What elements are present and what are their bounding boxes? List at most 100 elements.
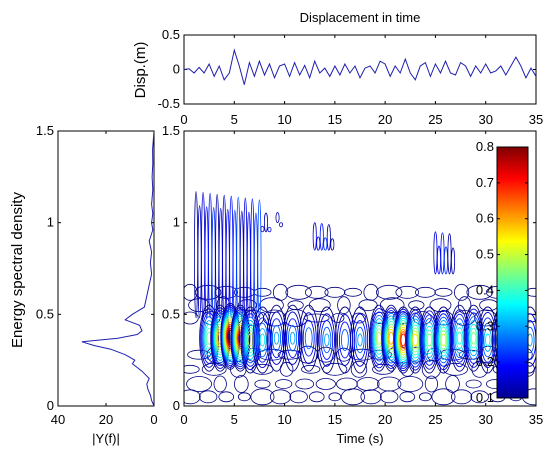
colorbar-tick-label: 0.6 [476, 211, 494, 226]
low-level-contour [315, 378, 336, 390]
low-level-contour [301, 364, 321, 374]
low-level-contour [324, 286, 346, 298]
energy-contour [438, 326, 449, 354]
energy-contour [455, 327, 464, 350]
low-level-contour [234, 375, 249, 393]
low-level-contour [308, 391, 325, 403]
low-level-contour [363, 283, 379, 301]
streak-contour [443, 246, 448, 275]
energy-contour [425, 329, 434, 351]
energy-contour [246, 330, 255, 350]
low-level-contour [188, 298, 210, 313]
energy-contour [411, 330, 419, 350]
low-level-contour [453, 283, 470, 301]
energy-contour [483, 328, 492, 352]
energy-contour [355, 326, 365, 354]
streak-contour [204, 206, 209, 319]
low-level-contour [350, 360, 368, 378]
wavelet-xtick-label: 30 [478, 412, 492, 427]
energy-contour [467, 320, 480, 357]
energy-contour [284, 311, 301, 365]
streak-contour [316, 236, 321, 251]
energy-contour [426, 333, 433, 347]
wavelet-xtick-label: 10 [277, 412, 291, 427]
low-level-contour [479, 299, 499, 312]
displacement-xtick-label: 20 [378, 112, 392, 127]
energy-contour [304, 327, 313, 350]
displacement-xtick-label: 5 [231, 112, 238, 127]
energy-contour [252, 306, 273, 374]
energy-contour [388, 331, 394, 345]
low-level-contour [328, 392, 342, 402]
energy-contour [407, 315, 423, 365]
energy-contour [357, 333, 363, 347]
colorbar-ticks: 0.1 0.2 0.3 0.4 0.5 0.6 0.7 0.8 [476, 139, 528, 405]
energy-contour [286, 318, 299, 359]
displacement-xtick-label: 30 [478, 112, 492, 127]
energy-contour [340, 329, 349, 351]
low-level-contour [250, 388, 275, 406]
colorbar-tick-label: 0.3 [476, 318, 494, 333]
energy-contour [302, 319, 315, 357]
streak-contour [330, 238, 335, 251]
low-level-contour [274, 379, 293, 389]
streak-contour [279, 222, 284, 228]
energy-contour [376, 331, 382, 345]
spectrum-ytick-label: 0 [47, 398, 54, 413]
displacement-ytick-label: 0.5 [162, 27, 180, 42]
energy-contour [463, 304, 484, 372]
streak-contour [215, 193, 220, 319]
energy-contour [288, 324, 298, 352]
streak-contour [239, 210, 244, 319]
energy-contour [318, 313, 335, 367]
low-level-contour [289, 390, 308, 404]
energy-contour [479, 311, 497, 369]
low-level-contour [331, 313, 345, 323]
streak-contour [326, 224, 331, 251]
energy-contour [353, 320, 367, 360]
streak-contour [319, 223, 324, 251]
spectrum-xtick-label: 20 [99, 412, 113, 427]
energy-contour [438, 323, 449, 357]
displacement-xtick-label: 35 [529, 112, 543, 127]
wavelet-xtick-label: 5 [231, 412, 238, 427]
low-level-contour [285, 284, 312, 300]
low-level-contour [253, 287, 272, 297]
energy-contour [210, 304, 231, 372]
colorbar-tick-label: 0.2 [476, 354, 494, 369]
low-level-contour [218, 391, 235, 403]
low-level-contour [443, 362, 468, 376]
energy-contour [271, 324, 282, 352]
low-level-contour [471, 360, 488, 378]
energy-contour [470, 331, 477, 345]
energy-contour [258, 328, 267, 352]
wavelet-xtick-label: 35 [529, 412, 543, 427]
low-level-contour [397, 376, 424, 392]
wavelet-xlabel: Time (s) [336, 431, 383, 446]
displacement-ytick-label: -0.5 [158, 96, 180, 111]
spectrum-panel: 40 20 0 0 0.5 1 1.5 Energy spectral density |Y… [9, 123, 158, 446]
streak-contour [218, 208, 223, 319]
low-level-contour [213, 375, 227, 393]
displacement-title: Displacement in time [300, 10, 421, 25]
energy-contour [480, 317, 495, 363]
energy-contour [282, 304, 303, 372]
low-level-contour [184, 311, 199, 325]
colorbar-tick-label: 0.5 [476, 247, 494, 262]
low-level-contour [269, 389, 292, 405]
streak-contour [225, 208, 230, 319]
low-level-contour [434, 287, 453, 297]
colorbar-gradient [496, 146, 529, 399]
spectrum-ticks: 40 20 0 0 0.5 1 1.5 [36, 123, 158, 427]
spectrum-ylabel: Energy spectral density [9, 192, 26, 348]
energy-contour [412, 333, 419, 347]
low-level-contour [445, 375, 460, 393]
wavelet-xtick-label: 25 [428, 412, 442, 427]
low-level-contour [254, 379, 271, 389]
colorbar-tick-label: 0.8 [476, 139, 494, 154]
wavelet-xtick-label: 15 [328, 412, 342, 427]
streak-contour [246, 211, 251, 319]
streak-contour [263, 212, 268, 233]
streak-contour [275, 212, 280, 224]
